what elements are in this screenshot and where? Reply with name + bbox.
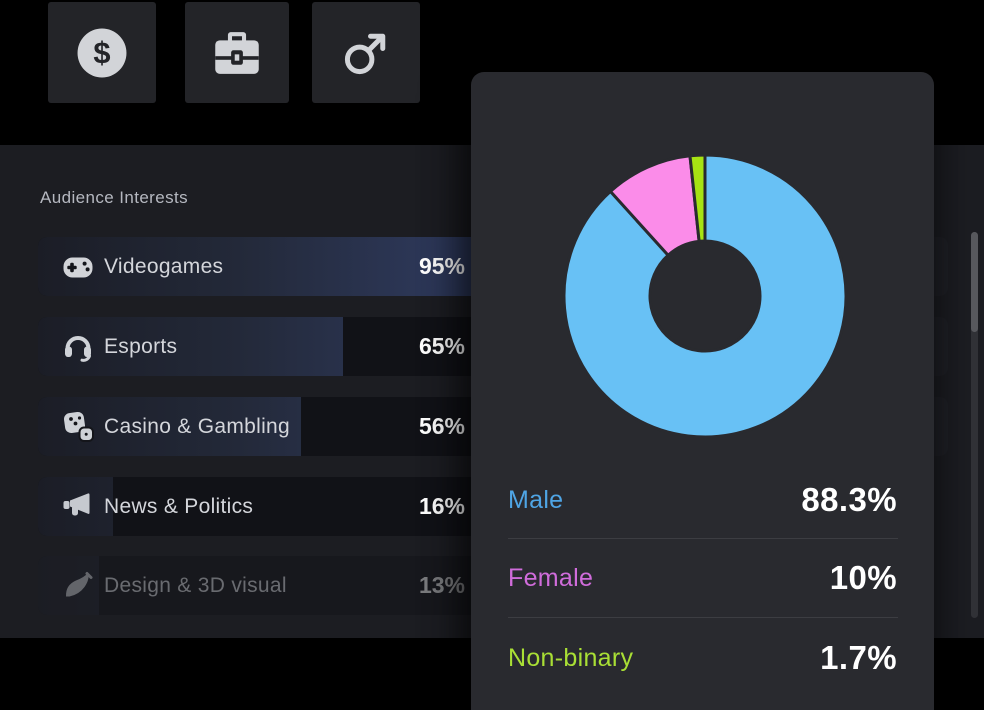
svg-text:$: $ xyxy=(93,34,110,69)
interest-row-casino[interactable]: Casino & Gambling 56% xyxy=(38,397,481,456)
legend-divider xyxy=(508,538,898,539)
scrollbar-track[interactable] xyxy=(971,232,978,618)
metric-tile-revenue[interactable]: $ xyxy=(48,2,156,103)
metric-tile-gender[interactable] xyxy=(312,2,420,103)
interest-value: 56% xyxy=(418,413,465,439)
scrollbar-thumb[interactable] xyxy=(971,232,978,332)
dollar-icon: $ xyxy=(73,24,131,82)
dice-icon xyxy=(60,409,96,445)
male-symbol-icon xyxy=(337,24,395,82)
interest-bar-fill xyxy=(38,556,100,615)
legend-value-female: 10% xyxy=(829,559,897,596)
interest-label: News & Politics xyxy=(104,494,254,518)
hidden-row-remnant xyxy=(934,317,948,376)
legend-row-nonbinary: Non-binary 1.7% xyxy=(508,634,897,682)
gender-donut-chart xyxy=(562,153,848,439)
legend-label-nonbinary: Non-binary xyxy=(508,643,634,672)
interest-label: Design & 3D visual xyxy=(104,573,287,597)
interest-row-esports[interactable]: Esports 65% xyxy=(38,317,481,376)
hidden-row-remnant xyxy=(934,237,948,296)
interest-value: 13% xyxy=(418,572,465,598)
metric-tile-business[interactable] xyxy=(185,2,289,103)
interest-label: Esports xyxy=(104,334,178,358)
interest-label: Casino & Gambling xyxy=(104,414,291,438)
briefcase-icon xyxy=(208,24,266,82)
donut-slice-non-binary xyxy=(688,153,707,243)
legend-row-male: Male 88.3% xyxy=(508,476,897,524)
interest-value: 65% xyxy=(418,333,465,359)
interest-bar-fill xyxy=(38,237,481,296)
gamepad-icon xyxy=(60,249,96,285)
interest-row-videogames[interactable]: Videogames 95% xyxy=(38,237,481,296)
legend-value-nonbinary: 1.7% xyxy=(820,639,897,676)
interest-row-news[interactable]: News & Politics 16% xyxy=(38,477,481,536)
legend-label-female: Female xyxy=(508,563,594,592)
interest-value: 95% xyxy=(418,253,465,279)
donut-slice-male xyxy=(562,153,848,439)
paintbrush-icon xyxy=(60,568,96,604)
interest-label: Videogames xyxy=(104,254,224,278)
legend-row-female: Female 10% xyxy=(508,554,897,602)
audience-interests-title: Audience Interests xyxy=(40,188,189,207)
legend-label-male: Male xyxy=(508,485,564,514)
hidden-row-remnant xyxy=(934,397,948,456)
gender-breakdown-card: Male 88.3% Female 10% Non-binary 1.7% xyxy=(471,72,934,710)
legend-value-male: 88.3% xyxy=(801,481,897,518)
interest-row-design[interactable]: Design & 3D visual 13% xyxy=(38,556,481,615)
megaphone-icon xyxy=(60,489,96,525)
headset-icon xyxy=(60,329,96,365)
interest-value: 16% xyxy=(418,493,465,519)
legend-divider xyxy=(508,617,898,618)
